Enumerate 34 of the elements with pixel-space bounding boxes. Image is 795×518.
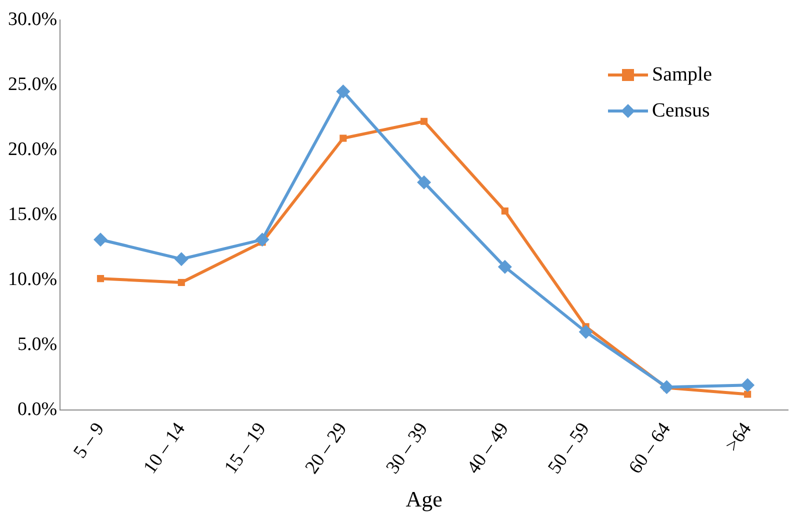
point [501, 207, 508, 215]
x-tick-label: 20 – 29 [301, 419, 352, 478]
x-tick-label: 5 – 9 [70, 419, 109, 462]
x-tick-label: 10 – 14 [140, 418, 190, 478]
point [255, 232, 270, 247]
legend-label: Sample [652, 63, 712, 86]
point [660, 380, 674, 394]
legend-label: Census [652, 99, 710, 122]
point [96, 275, 104, 282]
point [740, 378, 755, 392]
x-tick-label: 50 – 59 [544, 419, 594, 478]
x-tick-label: >64 [721, 418, 756, 456]
y-tick-label: 25.0% [8, 74, 58, 95]
point [498, 260, 512, 274]
y-tick-label: 5.0% [18, 334, 58, 355]
x-tick-label: 40 – 49 [463, 419, 514, 478]
point [336, 84, 350, 98]
y-tick-label: 30.0% [8, 8, 58, 30]
point [178, 278, 185, 286]
x-tick-label: 15 – 19 [220, 419, 270, 478]
x-tick-label: 60 – 64 [624, 418, 676, 478]
point [420, 118, 428, 125]
y-tick-label: 10.0% [8, 268, 58, 290]
point [744, 390, 752, 398]
point [94, 232, 108, 247]
y-tick-label: 0.0% [18, 398, 58, 420]
point [417, 175, 432, 190]
x-tick-label: 30 – 39 [382, 419, 432, 478]
point [174, 252, 188, 266]
point [340, 134, 347, 142]
y-tick-label: 15.0% [8, 204, 58, 225]
y-tick-label: 20.0% [8, 138, 58, 160]
x-axis-title: Age [406, 486, 442, 512]
point [578, 324, 593, 339]
